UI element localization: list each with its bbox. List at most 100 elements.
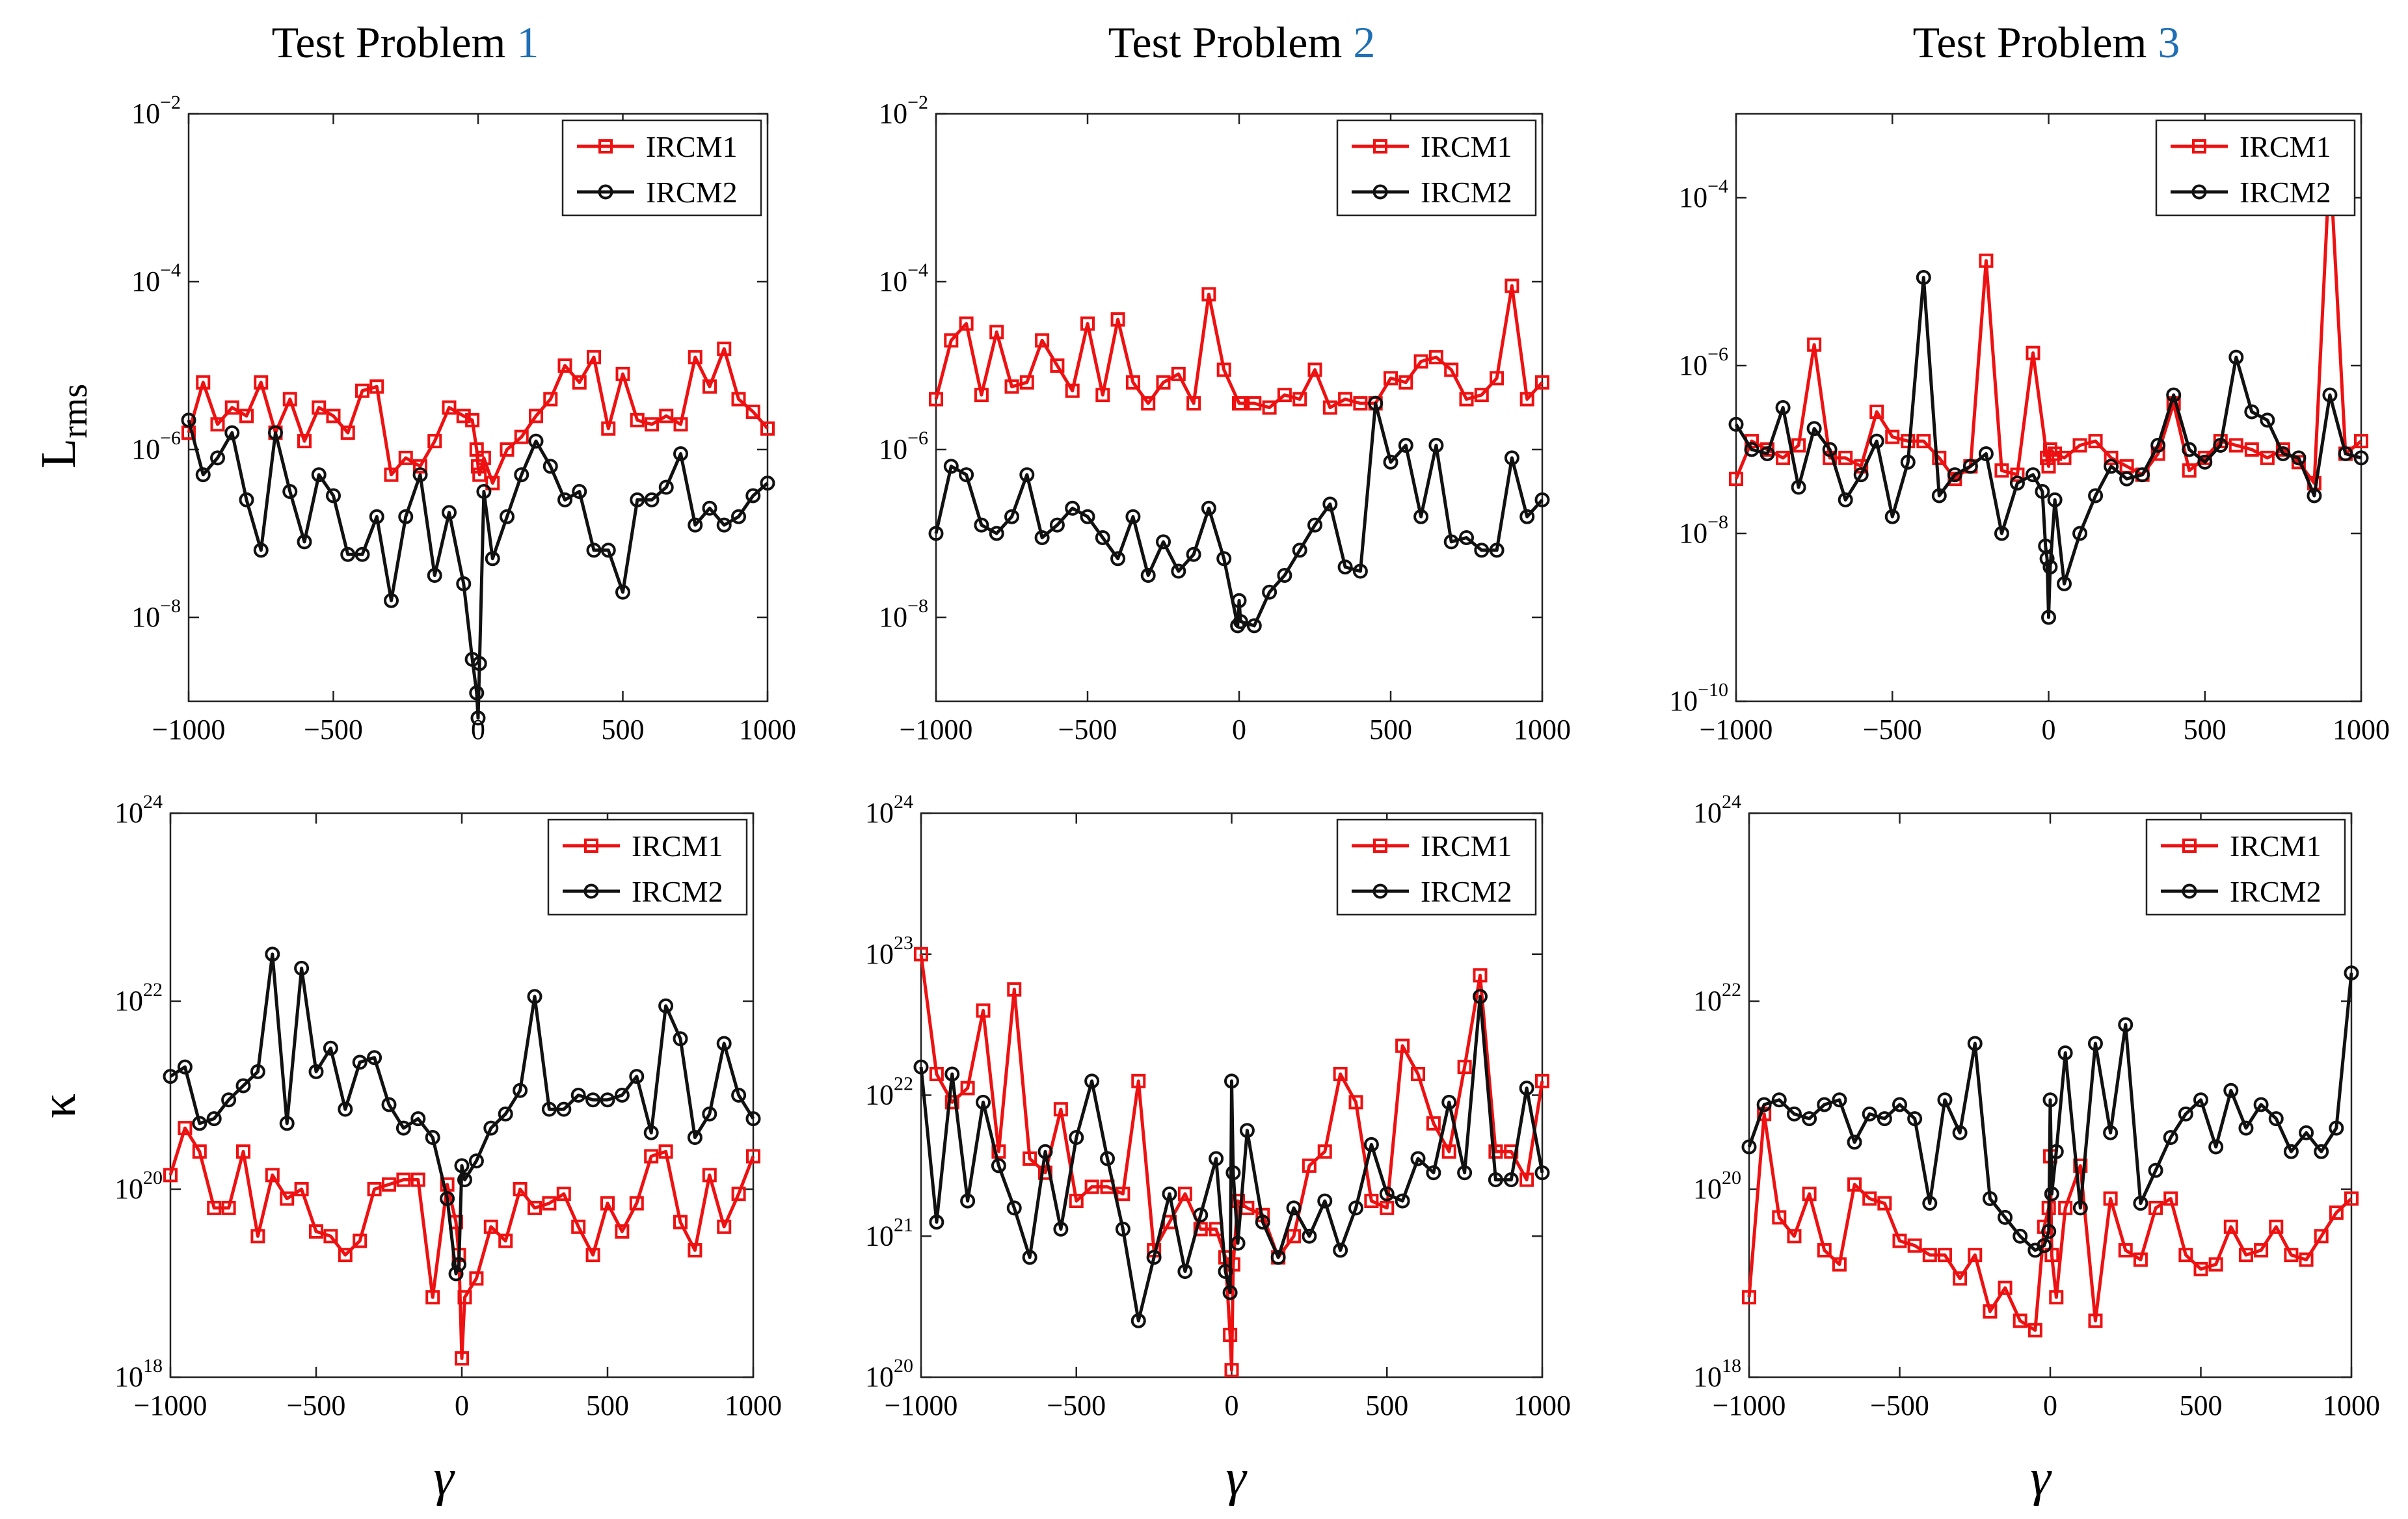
- data-point: [308, 1064, 324, 1079]
- data-point: [527, 989, 542, 1004]
- data-point: [644, 492, 660, 507]
- data-point: [586, 543, 602, 558]
- data-point: [2268, 1111, 2284, 1127]
- data-point: [1952, 1125, 1968, 1140]
- data-point: [2104, 459, 2119, 474]
- data-point: [239, 492, 254, 507]
- data-point: [1967, 1036, 1983, 1051]
- data-point: [455, 1351, 469, 1366]
- data-point: [600, 1092, 615, 1108]
- data-point: [1322, 496, 1338, 512]
- data-point: [1302, 1228, 1317, 1244]
- data-point: [2244, 442, 2259, 457]
- row-label-lrms: Lrms: [31, 384, 95, 468]
- data-point: [1380, 1200, 1395, 1215]
- y-tick-label: 1023: [865, 932, 913, 970]
- data-point: [645, 417, 659, 432]
- data-point: [323, 1040, 338, 1056]
- y-tick-label: 10−2: [131, 92, 181, 129]
- data-point: [2041, 610, 2056, 625]
- column-title-2: Test Problem 2: [1108, 18, 1376, 67]
- data-point: [1233, 396, 1248, 411]
- legend-box: [2155, 119, 2356, 217]
- data-point: [1006, 1200, 1022, 1216]
- data-point: [2048, 446, 2063, 461]
- data-point: [1095, 388, 1110, 403]
- data-point: [658, 1144, 673, 1159]
- chart-tp2-lrms: −1000 −500 0 500 100010−810−610−410−2IRCM1IR…: [879, 92, 1571, 746]
- data-point: [1292, 543, 1307, 558]
- data-point: [1772, 1210, 1787, 1225]
- data-point: [688, 517, 703, 533]
- data-point: [1817, 1097, 1832, 1112]
- y-tick-label: 1020: [114, 1167, 163, 1205]
- data-point: [1822, 442, 1838, 457]
- data-point: [2088, 1313, 2103, 1328]
- data-point: [2010, 467, 2025, 482]
- data-point: [312, 400, 327, 415]
- data-point: [572, 484, 587, 499]
- data-point: [1998, 1280, 2013, 1295]
- data-point: [1162, 1186, 1177, 1202]
- data-point: [1019, 467, 1035, 483]
- data-point: [1130, 1313, 1146, 1328]
- x-tick-label: 500: [602, 714, 645, 746]
- legend-marker: [2182, 883, 2197, 899]
- x-tick-label: 0: [2043, 1390, 2057, 1421]
- data-point: [2322, 387, 2338, 403]
- data-point: [2353, 450, 2369, 466]
- data-point: [177, 1059, 193, 1075]
- data-point: [1534, 1165, 1550, 1181]
- y-tick-label: 10−4: [1679, 176, 1728, 213]
- data-point: [688, 350, 702, 365]
- data-point: [929, 392, 943, 407]
- data-point: [1216, 551, 1232, 567]
- data-point: [1994, 463, 2009, 478]
- data-point: [989, 526, 1004, 541]
- data-point: [1398, 375, 1413, 390]
- legend-label: IRCM1: [1421, 130, 1512, 163]
- data-point: [207, 1200, 222, 1215]
- data-point: [2193, 1261, 2208, 1276]
- x-tick-label: −1000: [1713, 1390, 1786, 1421]
- data-point: [1869, 404, 1884, 419]
- data-point: [427, 434, 442, 449]
- data-point: [1004, 379, 1019, 394]
- data-point: [1262, 584, 1278, 600]
- data-point: [1201, 287, 1216, 302]
- data-point: [1885, 429, 1900, 444]
- data-point: [1932, 450, 1947, 465]
- data-point: [1979, 253, 1994, 268]
- legend-marker: [2192, 139, 2206, 154]
- y-tick-label: 1021: [865, 1214, 913, 1252]
- x-tick-label: −500: [1058, 714, 1117, 746]
- x-tick-label: 1000: [2323, 1390, 2380, 1421]
- data-point: [944, 333, 959, 348]
- data-point: [1368, 396, 1384, 411]
- data-point: [541, 1101, 557, 1117]
- data-point: [1171, 366, 1186, 381]
- data-point: [2058, 1200, 2073, 1215]
- data-point: [2299, 1125, 2314, 1140]
- data-point: [1022, 1250, 1037, 1265]
- data-point: [1426, 1165, 1441, 1181]
- data-point: [465, 412, 480, 427]
- data-point: [601, 421, 616, 436]
- data-point: [1007, 982, 1022, 997]
- data-point: [1847, 1177, 1862, 1192]
- data-point: [381, 1097, 397, 1112]
- data-point: [1791, 479, 1806, 495]
- data-point: [352, 1055, 368, 1070]
- data-point: [294, 1182, 309, 1196]
- data-point: [542, 459, 558, 474]
- data-point: [2182, 463, 2197, 478]
- data-point: [2009, 476, 2025, 491]
- data-point: [1035, 333, 1050, 348]
- data-point: [2223, 1082, 2239, 1098]
- chart-tp1-lrms: −1000 −500 0 500 100010−810−610−410−2IRCM1IR…: [131, 92, 796, 746]
- data-point: [1922, 1196, 1938, 1211]
- data-point: [384, 593, 399, 608]
- data-point: [2041, 1224, 2057, 1239]
- data-point: [760, 476, 775, 491]
- data-point: [224, 425, 240, 440]
